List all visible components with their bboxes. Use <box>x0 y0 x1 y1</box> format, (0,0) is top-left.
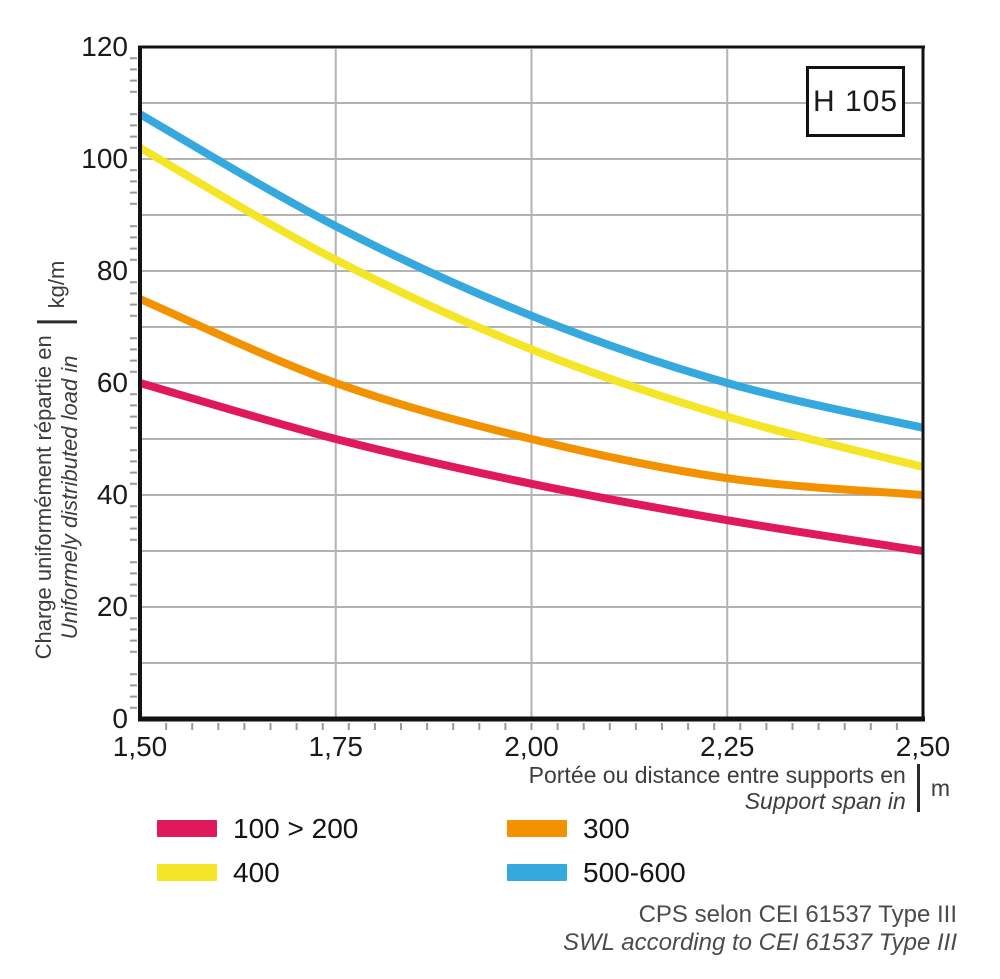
legend-item-500-600: 500-600 <box>507 856 907 889</box>
y-tick-label-120: 120 <box>81 31 128 62</box>
y-axis-title-text: Charge uniformément répartie en Uniforme… <box>31 335 83 659</box>
legend-item-400: 400 <box>157 856 507 889</box>
x-minor-ticks <box>165 723 898 730</box>
chart-legend: 100 > 200 300 400 500-600 <box>157 812 907 889</box>
x-tick-label-2-00: 2,00 <box>504 731 559 762</box>
y-axis-unit-separator <box>37 320 77 324</box>
x-axis-unit-separator <box>916 764 920 812</box>
y-tick-label-20: 20 <box>96 591 128 622</box>
legend-swatch <box>157 864 217 881</box>
curve-500-600 <box>138 110 924 432</box>
y-axis-unit: kg/m <box>44 260 69 309</box>
footer-note-en: SWL according to CEI 61537 Type III <box>563 929 957 956</box>
y-tick-label-60: 60 <box>96 367 128 398</box>
curve-400 <box>138 144 924 471</box>
y-tick-label-0: 0 <box>112 703 128 734</box>
reference-label: H 105 <box>812 84 899 118</box>
legend-label: 400 <box>233 856 280 888</box>
y-axis-title: Charge uniformément répartie en Uniforme… <box>31 261 83 660</box>
y-axis-title-fr: Charge uniformément répartie en <box>31 335 56 660</box>
legend-label: 100 > 200 <box>233 812 359 844</box>
legend-label: 500-600 <box>583 856 686 888</box>
footer-note-fr: CPS selon CEI 61537 Type III <box>638 901 957 928</box>
y-minor-ticks <box>130 57 137 709</box>
x-tick-label-1-75: 1,75 <box>308 731 364 762</box>
x-axis-title-text: Portée ou distance entre supports en Sup… <box>529 762 906 814</box>
y-tick-label-80: 80 <box>96 255 128 286</box>
y-axis-title-en: Uniformely distributed load in <box>57 355 82 640</box>
x-tick-label-1-50: 1,50 <box>112 731 168 762</box>
x-axis-title-en: Support span in <box>744 788 906 814</box>
curve-300 <box>138 295 924 499</box>
legend-swatch <box>507 864 567 881</box>
x-tick-label-2-25: 2,25 <box>700 731 755 762</box>
legend-swatch <box>157 820 217 837</box>
plot-border <box>138 45 925 722</box>
legend-item-300: 300 <box>507 812 907 845</box>
x-axis-unit: m <box>930 774 950 801</box>
legend-item-100-200: 100 > 200 <box>157 812 507 845</box>
y-tick-label-100: 100 <box>81 143 128 174</box>
reference-box: H 105 <box>806 66 905 137</box>
footer-note: CPS selon CEI 61537 Type III SWL accordi… <box>563 901 957 957</box>
legend-swatch <box>507 820 567 837</box>
gridlines <box>142 49 921 717</box>
x-tick-label-2-50: 2,50 <box>895 731 951 762</box>
x-axis-title: Portée ou distance entre supports en Sup… <box>529 762 950 814</box>
y-tick-label-40: 40 <box>96 479 128 510</box>
curve-100-200 <box>138 379 924 555</box>
x-axis-title-fr: Portée ou distance entre supports en <box>528 762 906 788</box>
legend-label: 300 <box>583 812 630 844</box>
